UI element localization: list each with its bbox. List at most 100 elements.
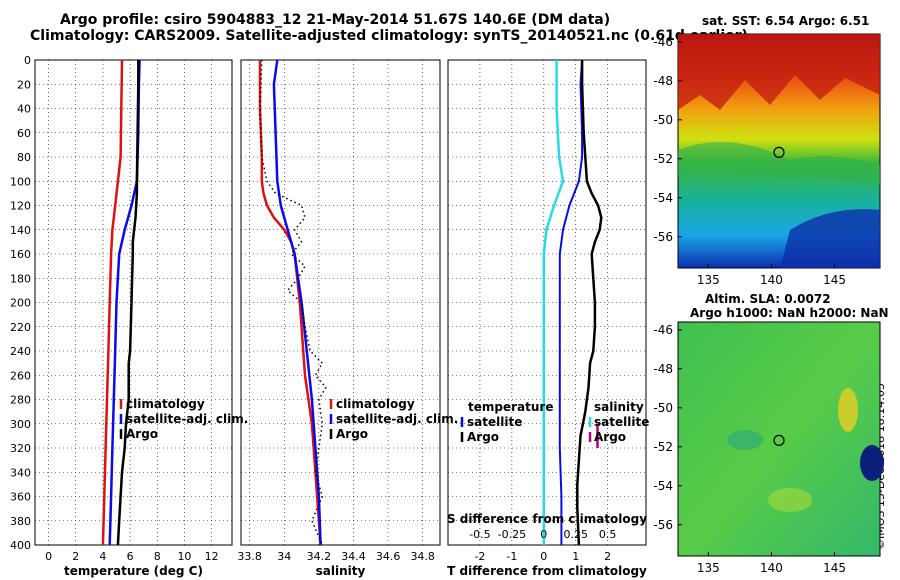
- legend-label: Argo: [336, 427, 368, 441]
- sst-map: 135 140 145 -46 -48 -50 -52 -54 -56: [653, 33, 881, 287]
- x-tick-label: 12: [205, 550, 219, 563]
- depth-tick-label: 60: [17, 127, 31, 140]
- top-axis-tick-label: -0.5: [469, 528, 490, 541]
- legend-label: Argo: [594, 430, 626, 444]
- legend-label: climatology: [126, 397, 205, 411]
- map-y-tick-label: -52: [653, 152, 673, 166]
- series-line-climatology: [258, 60, 322, 546]
- depth-tick-label: 20: [17, 78, 31, 91]
- depth-tick-label: 380: [10, 515, 31, 528]
- series-line-argo: [116, 60, 140, 546]
- depth-tick-label: 140: [10, 224, 31, 237]
- legend-label: temperature: [468, 400, 553, 414]
- top-axis-tick-label: -0.25: [498, 528, 526, 541]
- map-x-tick-label: 135: [697, 273, 720, 287]
- x-tick-label: 34.8: [410, 550, 435, 563]
- sst-map-title: sat. SST: 6.54 Argo: 6.51: [702, 14, 870, 28]
- x-tick-label: 6: [127, 550, 134, 563]
- x-axis-label: salinity: [316, 564, 366, 578]
- series-line-argo: [259, 59, 327, 546]
- depth-tick-label: 280: [10, 394, 31, 407]
- green-band: [678, 142, 880, 185]
- profile-panel-temperature: 0204060801001201401601802002202402602803…: [10, 54, 233, 578]
- x-axis-label: T difference from climatology: [447, 564, 647, 578]
- low-anomaly-2: [727, 430, 763, 450]
- cold-band: [780, 209, 880, 268]
- legend-label: satellite-adj. clim.: [336, 412, 458, 426]
- x-tick-label: 4: [99, 550, 106, 563]
- x-axis-label: temperature (deg C): [64, 564, 203, 578]
- legend-label: satellite-adj. clim.: [126, 412, 248, 426]
- map-y-tick-label: -50: [653, 401, 673, 415]
- map-y-tick-label: -54: [653, 191, 673, 205]
- x-tick-label: 2: [72, 550, 79, 563]
- warm-band: [678, 34, 880, 110]
- top-axis-tick-label: 0.25: [563, 528, 588, 541]
- map-y-tick-label: -50: [653, 113, 673, 127]
- x-tick-label: 2: [604, 550, 611, 563]
- legend-label: Argo: [467, 430, 499, 444]
- legend-label: climatology: [336, 397, 415, 411]
- high-anomaly: [838, 388, 858, 432]
- depth-tick-label: 260: [10, 369, 31, 382]
- argo-position-marker: [773, 434, 785, 446]
- x-tick-label: 34: [277, 550, 291, 563]
- depth-tick-label: 0: [24, 54, 31, 67]
- altimetry-subtitle: Argo h1000: NaN h2000: NaN: [690, 306, 889, 320]
- map-y-tick-label: -56: [653, 230, 673, 244]
- x-tick-label: 34.4: [341, 550, 366, 563]
- series-line-climatology: [101, 59, 124, 546]
- x-tick-label: 10: [177, 550, 191, 563]
- depth-tick-label: 100: [10, 175, 31, 188]
- profile-panel-salinity: 33.8 34 34.2 34.4 34.6 34.8 salinity: [237, 59, 441, 578]
- map-y-tick-label: -48: [653, 74, 673, 88]
- profile-panel-difference: -2 -1 0 1 2T difference from climatology: [447, 59, 647, 578]
- x-tick-label: 0: [45, 550, 52, 563]
- x-tick-label: 8: [154, 550, 161, 563]
- map-x-tick-label: 145: [823, 273, 846, 287]
- legend-label: Argo: [126, 427, 158, 441]
- series-line-satellite: [272, 59, 322, 546]
- map-y-tick-label: -46: [653, 323, 673, 337]
- depth-tick-label: 40: [17, 103, 31, 116]
- depth-tick-label: 360: [10, 491, 31, 504]
- argo-position-marker: [773, 146, 785, 158]
- legend-label: salinity: [594, 400, 644, 414]
- depth-tick-label: 400: [10, 539, 31, 552]
- x-tick-label: 1: [572, 550, 579, 563]
- map-x-tick-label: 145: [823, 561, 846, 575]
- series-line-temperature-argo: [576, 60, 603, 546]
- depth-tick-label: 300: [10, 418, 31, 431]
- top-axis-tick-label: 0.5: [599, 528, 617, 541]
- depth-tick-label: 220: [10, 321, 31, 334]
- altimetry-map: 135 140 145 -46 -48 -50 -52 -54 -56: [653, 321, 884, 575]
- mid-anomaly: [768, 488, 812, 512]
- low-anomaly: [860, 445, 884, 481]
- legend-label: satellite: [467, 415, 522, 429]
- map-x-tick-label: 140: [760, 561, 783, 575]
- map-y-tick-label: -46: [653, 35, 673, 49]
- series-line-temperature-satellite: [558, 59, 584, 545]
- x-tick-label: -1: [506, 550, 517, 563]
- map-x-tick-label: 135: [697, 561, 720, 575]
- depth-tick-label: 240: [10, 345, 31, 358]
- map-y-tick-label: -52: [653, 440, 673, 454]
- map-y-tick-label: -54: [653, 479, 673, 493]
- map-x-tick-label: 140: [760, 273, 783, 287]
- x-tick-label: -2: [474, 550, 485, 563]
- top-axis-tick-label: 0: [540, 528, 547, 541]
- difference-series: S difference from climatology -0.5 -0.25 0 0…: [447, 59, 649, 546]
- header-line1: Argo profile: csiro 5904883_12 21-May-20…: [60, 12, 611, 28]
- depth-tick-label: 320: [10, 442, 31, 455]
- altimetry-title: Altim. SLA: 0.0072: [705, 292, 831, 306]
- x-tick-label: 34.6: [376, 550, 401, 563]
- depth-tick-label: 200: [10, 297, 31, 310]
- x-tick-label: 0: [540, 550, 547, 563]
- depth-tick-label: 160: [10, 248, 31, 261]
- header-line2: Climatology: CARS2009. Satellite-adjuste…: [30, 28, 748, 44]
- depth-tick-label: 180: [10, 272, 31, 285]
- map-y-tick-label: -56: [653, 518, 673, 532]
